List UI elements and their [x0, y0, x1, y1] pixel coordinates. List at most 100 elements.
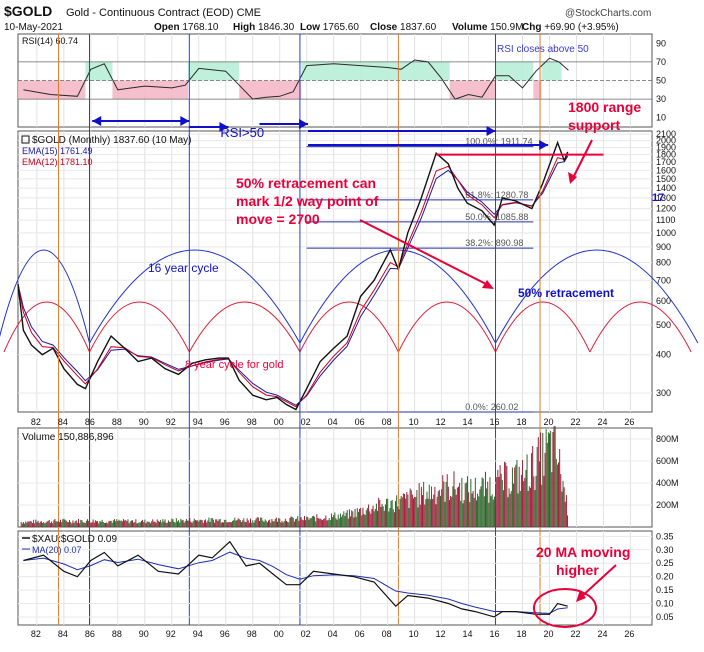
volume-bar [279, 518, 281, 527]
volume-bar [223, 522, 225, 527]
volume-bar [541, 484, 543, 527]
volume-bar [310, 518, 312, 527]
volume-bar [111, 522, 113, 527]
volume-bar [360, 507, 362, 527]
volume-bar [381, 503, 383, 527]
volume-bar [160, 519, 162, 527]
rsi-gt-50-label: RSI>50 [220, 125, 264, 140]
volume-bar [134, 522, 136, 527]
volume-bar [552, 431, 554, 527]
volume-bar [116, 519, 118, 527]
volume-bar [317, 518, 319, 527]
price-tick-label: 1800 [656, 150, 676, 160]
volume-bar [29, 521, 31, 527]
volume-bar [522, 460, 524, 527]
volume-bar [368, 504, 370, 527]
volume-bar [478, 496, 480, 527]
volume-bar [344, 516, 346, 527]
volume-bar [470, 478, 472, 527]
volume-bar [497, 469, 499, 527]
volume-bar [415, 497, 417, 527]
volume-bar [389, 507, 391, 527]
volume-bar [147, 521, 149, 527]
volume-bar [544, 452, 546, 527]
volume-bar [524, 477, 526, 527]
volume-bar [495, 501, 497, 527]
volume-bar [311, 516, 313, 527]
volume-bar [260, 517, 262, 527]
volume-bar [308, 519, 310, 527]
volume-bar [516, 460, 518, 527]
volume-bar [229, 522, 231, 527]
ratio-x-tick: 82 [31, 629, 41, 639]
volume-bar [194, 520, 196, 527]
volume-bar [182, 519, 184, 527]
volume-bars [20, 426, 569, 527]
volume-bar [343, 511, 345, 527]
volume-bar [72, 520, 74, 527]
volume-bar [549, 433, 551, 527]
volume-bar [226, 522, 228, 527]
price-tick-label: 900 [656, 242, 671, 252]
volume-bar [166, 522, 168, 527]
ratio-x-tick: 22 [570, 629, 580, 639]
volume-bar [553, 426, 555, 527]
volume-bar [261, 517, 263, 527]
volume-bar [417, 507, 419, 527]
ema15-legend: EMA(15) 1761.49 [22, 146, 93, 156]
price-x-tick: 82 [31, 417, 41, 427]
ratio-annotation-1: 20 MA moving [536, 544, 630, 560]
volume-bar [314, 516, 316, 527]
volume-bar [327, 520, 329, 527]
volume-bar [338, 518, 340, 527]
volume-bar [91, 522, 93, 527]
price-x-tick: 14 [463, 417, 473, 427]
volume-bar [294, 519, 296, 527]
volume-bar [112, 520, 114, 527]
volume-bar [355, 516, 357, 527]
volume-bar [361, 515, 363, 527]
volume-bar [58, 522, 60, 527]
volume-bar [145, 523, 147, 527]
price-x-tick: 84 [58, 417, 68, 427]
volume-bar [444, 501, 446, 527]
cycle-16-arc [299, 249, 496, 344]
volume-tick-label: 400M [656, 478, 679, 488]
rsi-band [18, 80, 86, 100]
volume-bar [565, 495, 567, 527]
volume-bar [377, 510, 379, 527]
volume-bar [217, 521, 219, 527]
ratio-x-tick: 06 [355, 629, 365, 639]
volume-bar [543, 475, 545, 527]
rsi-tick-label: 90 [656, 38, 666, 48]
price-tick-label: 2000 [656, 136, 676, 146]
ratio-x-tick: 86 [85, 629, 95, 639]
volume-bar [128, 523, 130, 527]
volume-bar [118, 519, 120, 527]
volume-bar [393, 512, 395, 527]
volume-bar [151, 521, 153, 527]
volume-bar [423, 481, 425, 527]
volume-bar [519, 490, 521, 527]
volume-bar [281, 520, 283, 527]
volume-bar [266, 522, 268, 527]
volume-bar [354, 509, 356, 527]
price-x-tick: 86 [85, 417, 95, 427]
volume-bar [282, 522, 284, 527]
volume-bar [272, 521, 274, 527]
volume-bar [366, 508, 368, 527]
volume-legend: Volume 150,886,896 [22, 432, 114, 443]
volume-bar [345, 512, 347, 527]
support-label-1: 1800 range [568, 99, 641, 115]
volume-bar [268, 520, 270, 527]
volume-bar [435, 504, 437, 527]
volume-bar [433, 494, 435, 527]
volume-bar [461, 477, 463, 527]
volume-bar [508, 488, 510, 527]
retracement-50-label: 50% retracement [518, 286, 614, 300]
ratio-arrow [579, 564, 617, 599]
volume-bar [382, 506, 384, 527]
volume-bar [275, 517, 277, 527]
volume-bar [60, 519, 62, 527]
volume-bar [546, 442, 548, 527]
